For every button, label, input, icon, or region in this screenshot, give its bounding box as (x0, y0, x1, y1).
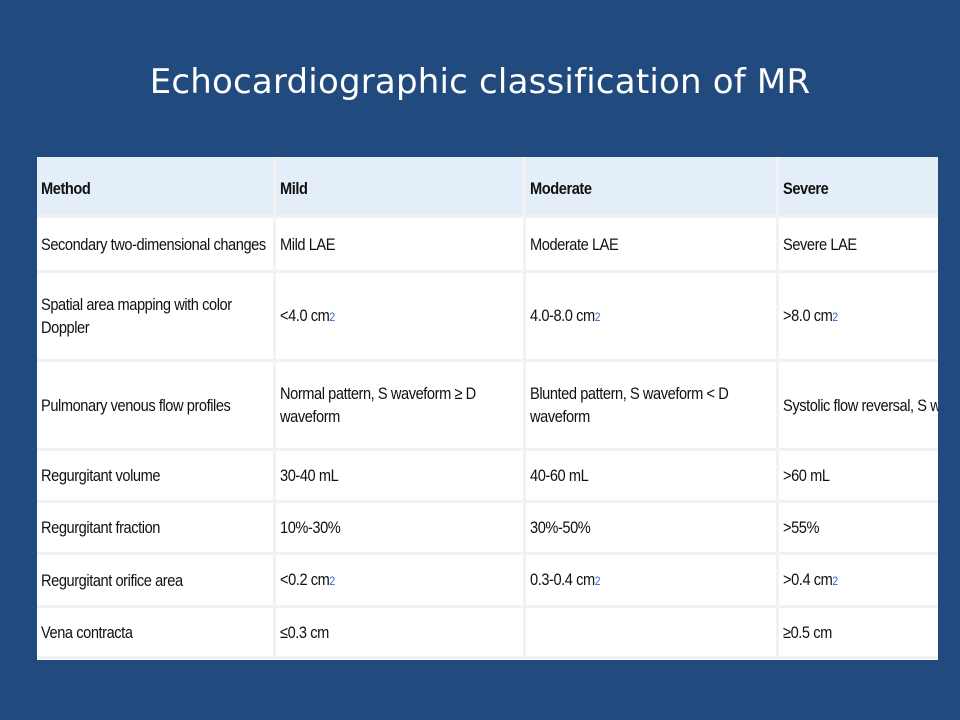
header-moderate: Moderate (524, 157, 779, 218)
method-cell: Spatial area mapping with color Doppler (37, 271, 276, 362)
mild-cell: 10%-30% (274, 501, 526, 555)
superscript: 2 (328, 309, 335, 324)
superscript: 2 (831, 573, 838, 588)
moderate-cell: 30%-50% (524, 501, 779, 555)
moderate-cell: 4.0-8.0 cm2 (524, 271, 779, 362)
superscript: 2 (328, 573, 335, 588)
superscript: 2 (831, 309, 838, 324)
table-row: Regurgitant volume 30-40 mL 40-60 mL >60… (37, 449, 938, 503)
superscript: 2 (594, 573, 600, 588)
method-cell: Regurgitant volume (37, 449, 276, 503)
mild-cell: Mild LAE (274, 216, 526, 273)
mild-cell: 30-40 mL (274, 449, 526, 503)
table-row: Secondary two-dimensional changes Mild L… (37, 216, 938, 273)
mild-cell: <4.0 cm2 (274, 271, 526, 362)
superscript: 2 (594, 309, 600, 324)
mild-cell: Normal pattern, S waveform ≥ D waveform (274, 360, 526, 451)
table-row: Regurgitant orifice area <0.2 cm2 0.3-0.… (37, 553, 938, 608)
severe-cell: ≥0.5 cm (777, 606, 938, 659)
mild-cell: <0.2 cm2 (274, 553, 526, 608)
moderate-cell: Blunted pattern, S waveform < D waveform (524, 360, 779, 451)
severe-cell: >60 mL (777, 449, 938, 503)
header-mild: Mild (274, 157, 526, 218)
table-header-row: Method Mild Moderate Severe (37, 157, 938, 218)
moderate-cell: 40-60 mL (524, 449, 779, 503)
severe-cell: >0.4 cm2 (777, 553, 938, 608)
table-image: Method Mild Moderate Severe Secondary tw… (37, 157, 938, 660)
mr-classification-table: Method Mild Moderate Severe Secondary tw… (37, 157, 938, 659)
method-cell: Pulmonary venous flow profiles (37, 360, 276, 451)
mild-cell: ≤0.3 cm (274, 606, 526, 659)
moderate-cell (524, 606, 779, 659)
method-cell: Vena contracta (37, 606, 276, 659)
table-row: Vena contracta ≤0.3 cm ≥0.5 cm (37, 606, 938, 659)
severe-cell: >55% (777, 501, 938, 555)
severe-cell: Severe LAE (777, 216, 938, 273)
header-method: Method (37, 157, 276, 218)
method-cell: Regurgitant fraction (37, 501, 276, 555)
table-row: Spatial area mapping with color Doppler … (37, 271, 938, 362)
moderate-cell: 0.3-0.4 cm2 (524, 553, 779, 608)
slide-title: Echocardiographic classification of MR (149, 62, 811, 102)
method-cell: Regurgitant orifice area (37, 553, 276, 608)
severe-cell: >8.0 cm2 (777, 271, 938, 362)
severe-cell: Systolic flow reversal, S w < 0 (777, 360, 938, 451)
table-row: Pulmonary venous flow profiles Normal pa… (37, 360, 938, 451)
moderate-cell: Moderate LAE (524, 216, 779, 273)
table-row: Regurgitant fraction 10%-30% 30%-50% >55… (37, 501, 938, 555)
method-cell: Secondary two-dimensional changes (37, 216, 276, 273)
header-severe: Severe (777, 157, 938, 218)
